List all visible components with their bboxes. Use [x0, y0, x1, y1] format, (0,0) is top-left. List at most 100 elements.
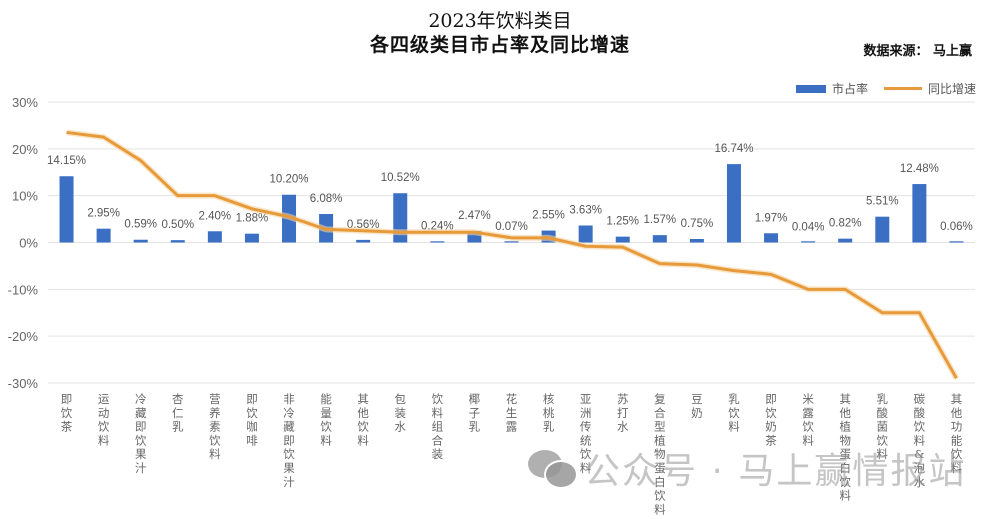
- x-category-label: 料: [98, 433, 110, 447]
- bar: [170, 240, 185, 243]
- y-tick-label: 30%: [12, 95, 38, 110]
- x-category-label: 统: [580, 433, 592, 447]
- bar: [764, 233, 779, 243]
- x-category-label: 生: [506, 406, 518, 420]
- x-category-label: 饮: [246, 406, 258, 420]
- bar: [912, 184, 927, 243]
- x-category-label: 咖: [246, 420, 258, 434]
- x-category-label: 其: [951, 392, 963, 406]
- x-category-label: 乳: [469, 420, 481, 434]
- x-category-label: 露: [506, 420, 518, 434]
- x-category-label: 亚: [580, 392, 592, 406]
- x-category-label: 功: [951, 420, 963, 434]
- x-category-label: 冷: [283, 406, 295, 420]
- x-category-label: 料: [951, 461, 963, 475]
- x-category-label: 饮: [357, 420, 369, 434]
- x-category-label: 料: [320, 433, 332, 447]
- x-category-label: 乳: [172, 420, 184, 434]
- x-category-label: 料: [357, 433, 369, 447]
- x-category-label: 乳: [877, 392, 889, 406]
- legend-line-label: 同比增速: [927, 82, 976, 96]
- y-tick-label: -20%: [8, 329, 39, 344]
- x-category-label: 饮: [802, 420, 814, 434]
- bar-data-label: 2.55%: [532, 210, 565, 222]
- x-category-label: 仁: [172, 406, 184, 420]
- x-category-label: 果: [283, 461, 295, 475]
- chart-legend: 市占率 同比增速: [795, 80, 976, 97]
- x-category-label: 素: [209, 420, 221, 434]
- bar-data-label: 0.06%: [940, 221, 973, 233]
- bar-data-label: 0.04%: [792, 221, 825, 233]
- bar-data-label: 1.97%: [755, 212, 788, 224]
- x-category-label: 量: [320, 406, 332, 420]
- bar-data-label: 16.74%: [714, 143, 753, 155]
- bar: [430, 241, 445, 243]
- y-tick-label: 0%: [19, 236, 38, 251]
- y-tick-label: 20%: [12, 142, 38, 157]
- x-category-label: 他: [839, 406, 851, 420]
- x-category-label: 子: [469, 406, 481, 420]
- x-category-label: 白: [654, 475, 666, 489]
- x-category-label: 饮: [877, 433, 889, 447]
- bar: [615, 236, 630, 243]
- x-category-label: 打: [617, 406, 629, 420]
- x-category-label: 料: [839, 489, 851, 503]
- bar: [949, 241, 964, 243]
- x-category-label: 营: [209, 392, 221, 406]
- legend-bar-label: 市占率: [831, 82, 868, 96]
- x-category-label: 泡: [914, 461, 926, 475]
- x-category-label: 复: [654, 392, 666, 406]
- x-category-label: 水: [395, 420, 407, 434]
- x-category-label: 菌: [877, 420, 889, 434]
- x-category-label: 植: [839, 420, 851, 434]
- x-category-label: 白: [839, 461, 851, 475]
- x-category-label: 洲: [580, 406, 592, 420]
- x-category-label: 其: [839, 392, 851, 406]
- x-category-label: 饮: [914, 420, 926, 434]
- bar: [133, 239, 148, 243]
- bar: [652, 235, 667, 243]
- x-category-label: 养: [209, 406, 221, 420]
- bar-data-label: 0.50%: [161, 219, 194, 231]
- x-category-label: 酸: [914, 406, 926, 420]
- x-category-label: 露: [802, 406, 814, 420]
- x-category-label: 他: [951, 406, 963, 420]
- x-category-label: 乳: [543, 420, 555, 434]
- bar-data-label: 2.47%: [458, 210, 491, 222]
- x-category-label: 奶: [691, 406, 703, 420]
- x-category-label: 运: [98, 392, 110, 406]
- bar-data-label: 12.48%: [900, 163, 939, 175]
- x-category-label: 饮: [654, 489, 666, 503]
- bar-data-label: 2.95%: [87, 208, 120, 220]
- x-category-label: 核: [543, 392, 555, 406]
- y-tick-label: -30%: [8, 376, 39, 391]
- x-category-label: 合: [432, 433, 444, 447]
- x-category-label: 料: [654, 502, 666, 516]
- x-category-label: 合: [654, 406, 666, 420]
- bar: [578, 225, 593, 243]
- data-source: 数据来源： 马上赢: [863, 44, 972, 59]
- bar-data-label: 1.88%: [236, 213, 269, 225]
- x-category-label: 饮: [432, 392, 444, 406]
- x-category-label: 料: [802, 433, 814, 447]
- bar: [504, 241, 519, 243]
- growth-line: [66, 130, 958, 380]
- bar-data-label: 0.07%: [495, 221, 528, 233]
- bar: [689, 238, 704, 243]
- x-category-label: 冷: [135, 392, 147, 406]
- x-category-label: 杏: [172, 392, 184, 406]
- x-category-label: 料: [728, 420, 740, 434]
- x-category-label: 装: [432, 447, 444, 461]
- x-category-label: 饮: [951, 447, 963, 461]
- x-category-label: 茶: [765, 433, 777, 447]
- legend-bar-swatch: [795, 84, 826, 93]
- x-category-label: 装: [395, 406, 407, 420]
- x-category-label: &: [914, 447, 924, 461]
- x-category-label: 饮: [839, 475, 851, 489]
- x-category-label: 即: [246, 392, 258, 406]
- x-category-label: 饮: [580, 447, 592, 461]
- bar: [207, 231, 222, 243]
- x-category-label: 饮: [765, 406, 777, 420]
- bar-data-label: 14.15%: [47, 155, 86, 167]
